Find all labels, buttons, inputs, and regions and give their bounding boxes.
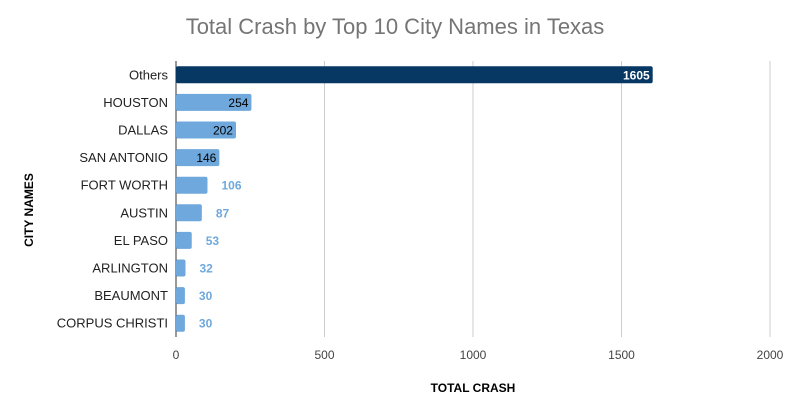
data-label-austin: 87	[216, 206, 230, 220]
data-label-fort-worth: 106	[221, 179, 241, 193]
category-label-san-antonio: SAN ANTONIO	[79, 150, 168, 165]
bar-corpus-christi	[176, 314, 185, 332]
data-label-houston: 254	[228, 96, 248, 110]
category-label-arlington: ARLINGTON	[92, 261, 168, 276]
gridlines	[175, 61, 771, 337]
x-tick-1500: 1500	[608, 348, 635, 362]
data-label-el-paso: 53	[206, 234, 220, 248]
bar-arlington	[176, 259, 186, 277]
bars	[176, 66, 653, 332]
category-label-austin: AUSTIN	[120, 205, 168, 220]
category-labels: Others HOUSTON DALLAS SAN ANTONIO FORT WORTH…	[57, 67, 169, 330]
data-label-corpus-christi: 30	[199, 317, 213, 331]
category-label-houston: HOUSTON	[103, 95, 168, 110]
chart-title: Total Crash by Top 10 City Names in Texa…	[185, 14, 605, 39]
x-tick-1000: 1000	[460, 348, 487, 362]
bar-el-paso	[176, 231, 192, 249]
data-label-others: 1605	[623, 68, 650, 82]
data-label-beaumont: 30	[199, 289, 213, 303]
bar-fort-worth	[176, 176, 208, 194]
x-tick-500: 500	[314, 348, 334, 362]
bar-dallas	[176, 121, 236, 139]
category-label-el-paso: EL PASO	[114, 233, 168, 248]
category-label-fort-worth: FORT WORTH	[81, 178, 168, 193]
data-label-dallas: 202	[213, 124, 233, 138]
x-tick-2000: 2000	[757, 348, 784, 362]
bar-others	[176, 66, 653, 84]
bar-houston	[176, 93, 252, 111]
category-label-others: Others	[129, 67, 169, 82]
data-label-arlington: 32	[200, 262, 214, 276]
category-label-corpus-christi: CORPUS CHRISTI	[57, 316, 168, 331]
data-labels: 1605 254 202 146 106 87 53 32 30 30	[196, 68, 650, 330]
category-label-dallas: DALLAS	[118, 123, 168, 138]
category-label-beaumont: BEAUMONT	[94, 288, 168, 303]
x-tick-labels: 0 500 1000 1500 2000	[173, 348, 784, 362]
x-axis-label: TOTAL CRASH	[430, 381, 516, 395]
data-label-san-antonio: 146	[196, 151, 216, 165]
bar-san-antonio	[176, 149, 220, 167]
bar-austin	[176, 204, 202, 222]
x-tick-0: 0	[173, 348, 180, 362]
bar-beaumont	[176, 287, 185, 305]
